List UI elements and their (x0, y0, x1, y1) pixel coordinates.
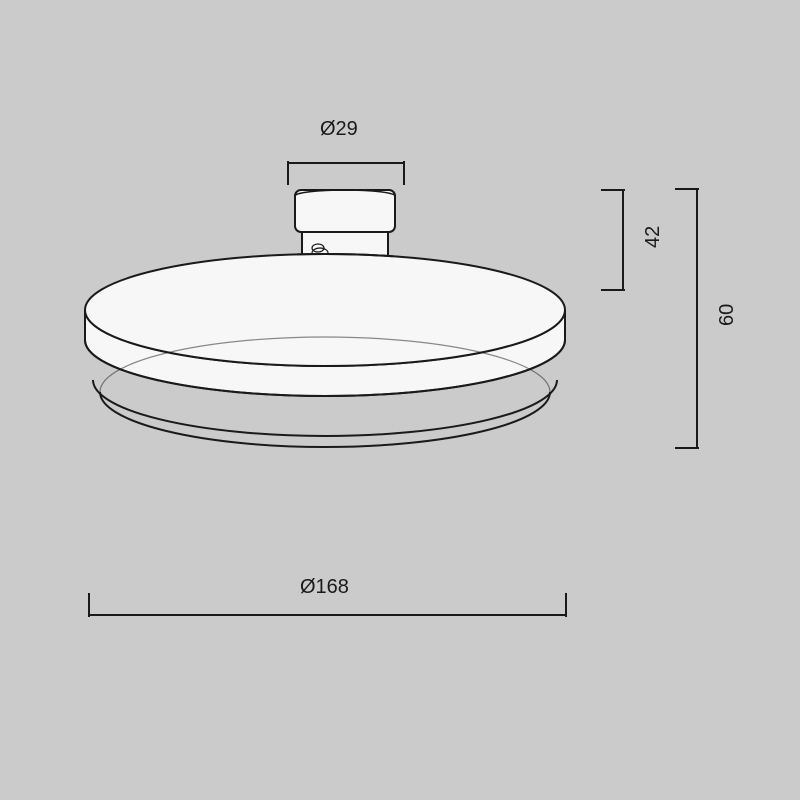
dim-bottom-diameter: Ø168 (300, 576, 349, 599)
dim-height-total: 60 (716, 304, 739, 326)
technical-drawing (0, 0, 800, 800)
dim-top-diameter: Ø29 (320, 118, 358, 141)
dim-height-upper: 42 (642, 226, 665, 248)
